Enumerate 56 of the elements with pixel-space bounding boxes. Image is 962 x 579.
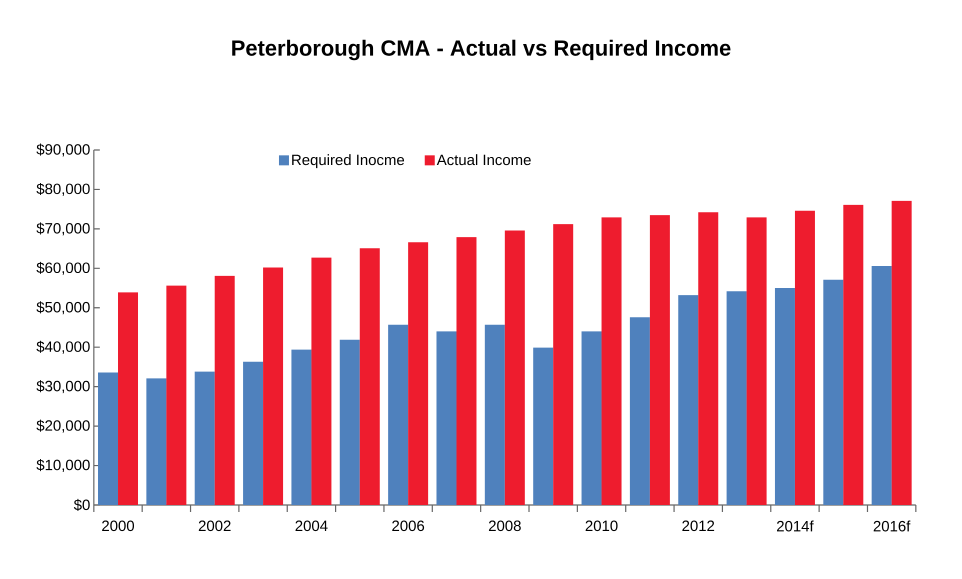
bar	[484, 324, 505, 505]
bar	[678, 295, 698, 505]
bar	[118, 292, 138, 505]
bar	[263, 268, 284, 505]
x-tick-label: 2010	[586, 520, 618, 532]
bar	[602, 217, 622, 505]
bar	[311, 258, 332, 505]
y-tick-label: $0	[74, 498, 90, 512]
bar	[243, 362, 264, 505]
y-tick-label: $10,000	[36, 459, 90, 472]
bar	[746, 217, 767, 505]
bar	[436, 331, 456, 505]
x-tick-label: 2000	[102, 520, 134, 532]
bar	[214, 276, 235, 505]
bar	[794, 210, 815, 505]
chart-title: Peterborough CMA - Actual vs Required Income	[232, 40, 730, 60]
legend-label: Actual Income	[436, 154, 531, 166]
bar	[194, 372, 215, 505]
legend-label: Required Inocme	[292, 154, 404, 168]
bar	[456, 237, 476, 505]
x-tick-label: 2012	[682, 520, 714, 532]
bar	[872, 266, 892, 505]
bar	[408, 242, 428, 505]
y-tick-label: $70,000	[36, 222, 90, 236]
bar	[166, 286, 186, 505]
bar	[504, 230, 525, 505]
x-tick-label: 2004	[296, 520, 328, 532]
y-tick-label: $60,000	[36, 262, 90, 275]
bar	[340, 340, 360, 505]
bar	[698, 212, 718, 505]
bar	[630, 317, 650, 505]
x-tick-label: 2002	[198, 520, 231, 532]
x-tick-label: 2006	[392, 520, 424, 532]
bar	[98, 372, 118, 505]
x-tick-label: 2014f	[777, 520, 814, 532]
x-tick-label: 2016f	[874, 520, 910, 532]
bar	[823, 280, 844, 505]
bar	[553, 224, 574, 505]
bar	[726, 291, 747, 505]
y-tick-label: $50,000	[36, 301, 90, 314]
bar	[892, 200, 912, 505]
bar	[582, 331, 602, 505]
bar	[650, 215, 670, 505]
bar	[388, 324, 408, 505]
bar	[533, 348, 554, 505]
y-tick-label: $20,000	[36, 420, 90, 433]
bar	[291, 350, 312, 505]
bar	[843, 204, 864, 505]
x-tick-label: 2008	[488, 520, 521, 532]
bar	[146, 378, 166, 505]
y-tick-label: $90,000	[36, 144, 90, 156]
y-tick-label: $40,000	[36, 340, 90, 354]
bar	[360, 248, 380, 505]
y-tick-label: $80,000	[36, 182, 90, 196]
y-tick-label: $30,000	[36, 380, 90, 394]
bar	[774, 288, 795, 505]
